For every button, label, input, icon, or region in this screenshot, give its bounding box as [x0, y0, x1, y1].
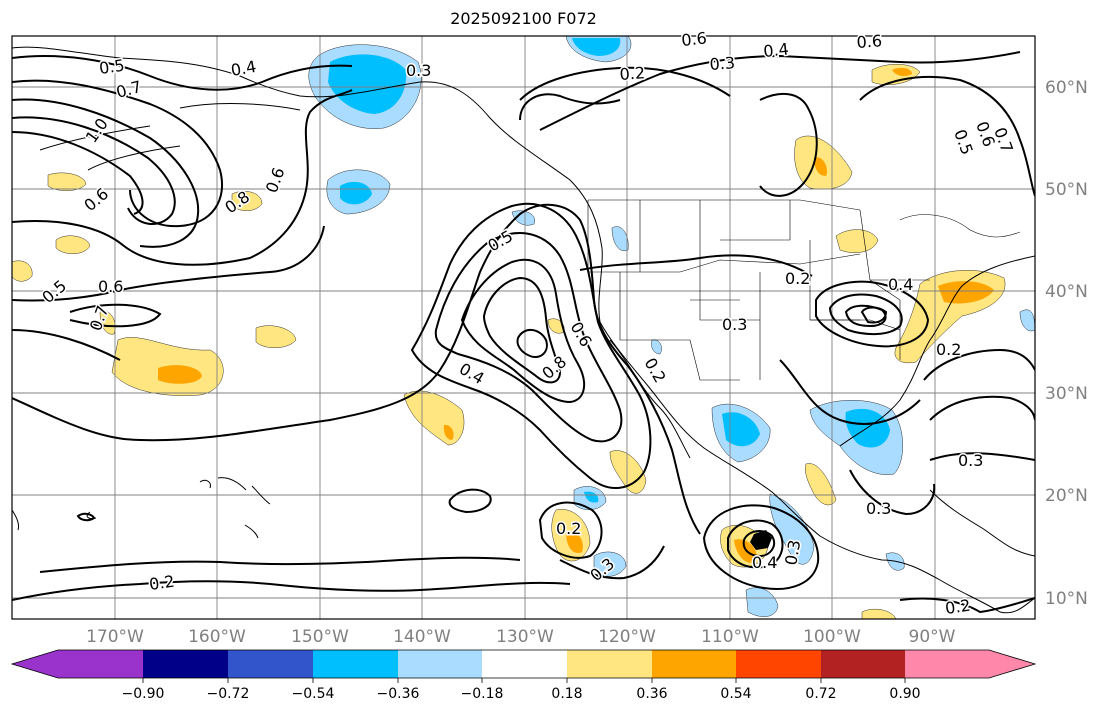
- contour-label: 0.6: [680, 28, 707, 50]
- colorbar-swatch: [58, 650, 143, 678]
- colorbar-tick-label: −0.36: [377, 686, 420, 702]
- lat-tick-label: 40°N: [1045, 282, 1088, 302]
- colorbar-swatch: [482, 650, 567, 678]
- colorbar-swatch: [652, 650, 736, 678]
- colorbar-tick-label: 0.18: [551, 686, 582, 702]
- contour-label: 0.4: [752, 553, 777, 572]
- coastlines: [12, 46, 1035, 614]
- colorbar-swatch: [228, 650, 313, 678]
- lat-tick-label: 10°N: [1045, 589, 1088, 609]
- colorbar-swatch: [736, 650, 821, 678]
- contour-label: 0.2: [944, 596, 972, 618]
- lat-tick-label: 50°N: [1045, 180, 1088, 200]
- cyclone-marker: [750, 530, 772, 550]
- lon-tick-label: 140°W: [393, 627, 451, 647]
- state-borders: [587, 199, 1021, 381]
- contour-lines: [12, 51, 1035, 614]
- lon-tick-label: 110°W: [701, 627, 759, 647]
- colorbar-swatch: [821, 650, 905, 678]
- map-title: 2025092100 F072: [450, 9, 597, 28]
- map-frame: [11, 35, 1036, 620]
- contour-label: 0.3: [866, 499, 891, 518]
- contour-label: 0.5: [98, 56, 126, 78]
- longitude-axis: 170°W 160°W 150°W 140°W 130°W 120°W 110°…: [86, 627, 956, 647]
- contour-label: 0.2: [936, 340, 961, 359]
- colorbar-under-triangle: [12, 650, 58, 678]
- contour-label: 0.2: [785, 269, 810, 288]
- colorbar-swatch: [143, 650, 228, 678]
- colorbar-ticks: [142, 678, 906, 683]
- colorbar-tick-label: 0.72: [805, 686, 836, 702]
- contour-label: 0.6: [856, 31, 883, 52]
- map-panel: [12, 36, 1035, 619]
- colorbar-over-triangle: [989, 650, 1035, 678]
- lat-tick-label: 20°N: [1045, 486, 1088, 506]
- colorbar-tick-label: −0.18: [461, 686, 504, 702]
- lon-tick-label: 100°W: [803, 627, 861, 647]
- colorbar-tick-label: −0.72: [207, 686, 250, 702]
- colorbar-swatch: [313, 650, 398, 678]
- contour-label: 0.3: [709, 53, 736, 74]
- positive-anomaly-shading: [12, 64, 1006, 619]
- colorbar-outline: [10, 649, 1037, 679]
- lon-tick-label: 120°W: [598, 627, 656, 647]
- lat-tick-label: 30°N: [1045, 384, 1088, 404]
- contour-label: 0.2: [148, 572, 176, 594]
- contour-label: 0.6: [98, 277, 123, 296]
- colorbar: −0.90 −0.72 −0.54 −0.36 −0.18 0.18 0.36 …: [10, 649, 1037, 702]
- lon-tick-label: 150°W: [291, 627, 349, 647]
- contour-label: 0.3: [781, 538, 804, 566]
- colorbar-tick-label: 0.90: [889, 686, 920, 702]
- contour-label: 0.4: [229, 57, 257, 80]
- contour-label: 0.3: [406, 61, 431, 80]
- lat-lon-grid: [12, 36, 1035, 619]
- lat-tick-label: 60°N: [1045, 78, 1088, 98]
- colorbar-tick-label: −0.54: [292, 686, 335, 702]
- latitude-axis: 60°N 50°N 40°N 30°N 20°N 10°N: [1045, 78, 1088, 609]
- colorbar-tick-label: −0.90: [122, 686, 165, 702]
- contour-label: 0.3: [958, 451, 983, 470]
- lon-tick-label: 130°W: [496, 627, 554, 647]
- contour-label: 0.2: [556, 519, 581, 538]
- lon-tick-label: 170°W: [86, 627, 144, 647]
- contour-label: 0.2: [619, 63, 646, 84]
- colorbar-swatch: [905, 650, 989, 678]
- lon-tick-label: 160°W: [188, 627, 246, 647]
- contour-label: 0.4: [888, 275, 913, 294]
- colorbar-swatch: [398, 650, 482, 678]
- contour-label: 0.3: [722, 315, 747, 334]
- colorbar-swatch: [567, 650, 652, 678]
- contour-label: 0.4: [762, 39, 789, 61]
- lon-tick-label: 90°W: [909, 627, 956, 647]
- colorbar-tick-label: 0.54: [720, 686, 751, 702]
- colorbar-tick-label: 0.36: [636, 686, 667, 702]
